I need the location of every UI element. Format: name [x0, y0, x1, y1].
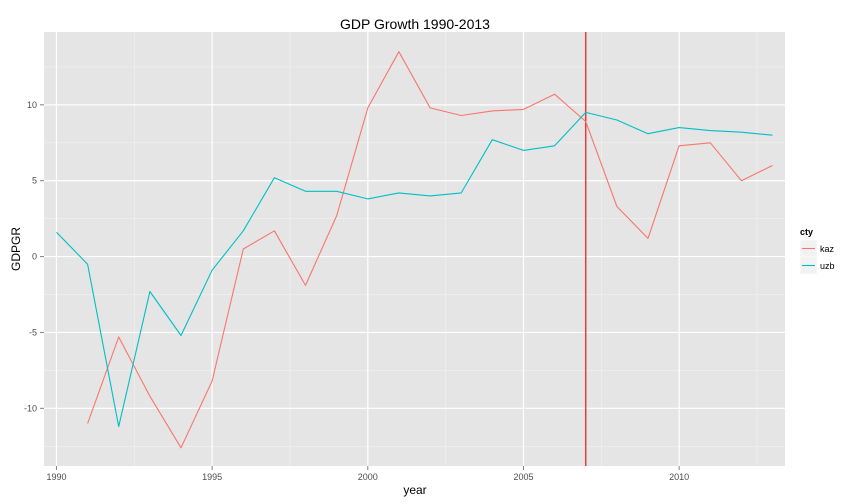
legend-label-uzb: uzb	[820, 261, 835, 271]
major-gridlines	[44, 32, 785, 466]
series-line-uzb	[56, 111, 773, 428]
y-tick-label: -5	[29, 327, 37, 337]
x-axis-title: year	[403, 483, 426, 497]
x-axis-ticks: 1990 1995 2000 2005 2010	[46, 466, 689, 482]
x-tick-label: 2010	[669, 472, 689, 482]
plot-panel	[44, 32, 785, 466]
y-tick-label: -10	[24, 403, 37, 413]
y-axis-title: GDPGR	[9, 227, 23, 271]
x-tick-label: 2005	[513, 472, 533, 482]
chart-title: GDP Growth 1990-2013	[340, 16, 490, 32]
legend-items: kaz uzb	[799, 239, 835, 275]
x-tick-label: 1990	[46, 472, 66, 482]
legend-label-kaz: kaz	[820, 244, 835, 254]
series-lines	[56, 51, 773, 449]
legend-title: cty	[800, 227, 813, 237]
x-tick-label: 1995	[202, 472, 222, 482]
y-tick-label: 10	[27, 100, 37, 110]
y-tick-label: 0	[32, 252, 37, 262]
legend: cty kaz uzb	[799, 227, 835, 275]
series-line-kaz	[87, 51, 773, 449]
y-tick-label: 5	[32, 176, 37, 186]
x-tick-label: 2000	[358, 472, 378, 482]
y-axis-ticks: -10 -5 0 5 10	[24, 100, 44, 413]
